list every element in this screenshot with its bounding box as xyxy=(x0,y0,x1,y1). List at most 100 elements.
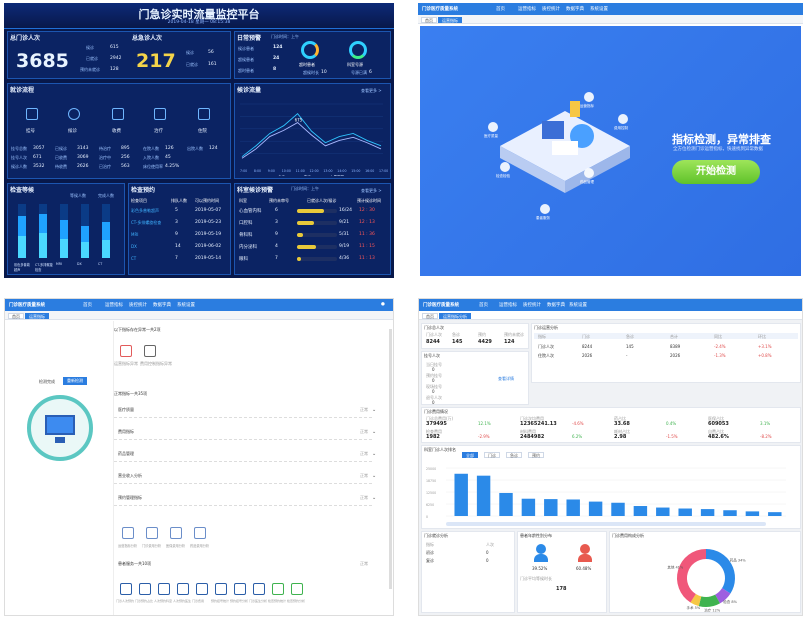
more-link[interactable]: 查看更多 > xyxy=(361,88,382,93)
nav-item[interactable]: 首页 xyxy=(496,7,505,12)
kpi-label: 退号人次 xyxy=(426,395,442,400)
progress-track xyxy=(297,245,337,249)
indicator-icon[interactable] xyxy=(215,583,227,595)
cost-change: -8.2% xyxy=(760,434,772,439)
indicator-icon[interactable] xyxy=(139,583,151,595)
abnormal-item-icon[interactable] xyxy=(120,345,132,357)
kpi-label: 现场挂号 xyxy=(426,384,442,389)
tab-home[interactable]: 首页 xyxy=(422,313,438,319)
indicator-icon[interactable] xyxy=(122,527,134,539)
indicator-icon[interactable] xyxy=(272,583,284,595)
abnormal-item-icon[interactable] xyxy=(144,345,156,357)
nav-item[interactable]: 首页 xyxy=(479,303,488,308)
chevron-down-icon[interactable]: ⌄ xyxy=(372,451,377,457)
indicator-icon[interactable] xyxy=(170,527,182,539)
bar-category: 彩色多普勒超声 xyxy=(14,263,30,272)
treatment-icon xyxy=(154,108,166,120)
exam-booking-title: 检查预约 xyxy=(131,187,156,194)
flow-stat-label: 挂号人次 xyxy=(11,155,27,160)
indicator-label: 门诊人次预约 xyxy=(116,599,135,603)
nav-item[interactable]: 质控统计 xyxy=(129,303,147,308)
nav-item[interactable]: 运营指标 xyxy=(105,303,123,308)
table-cell: 住院人次 xyxy=(538,353,554,358)
tab-home[interactable]: 首页 xyxy=(421,17,437,23)
progress-fill xyxy=(297,245,316,249)
dept-ranking-chart: 25000 18750 12500 6250 0 xyxy=(426,467,786,519)
step-label: 挂号 xyxy=(26,129,35,134)
group-divider xyxy=(114,417,372,418)
ranking-filter-tab[interactable]: 全部 xyxy=(462,452,478,458)
card-title: 门诊总人次 xyxy=(424,325,444,330)
er-waiting-label: 候诊 xyxy=(186,50,194,55)
table-cell: +3.1% xyxy=(758,344,772,349)
ranking-filter-tab[interactable]: 门诊 xyxy=(484,452,500,458)
top-nav: 门诊医疗质量系统 首页 运营指标 质控统计 数据字典 系统设置 xyxy=(418,3,803,15)
indicator-icon[interactable] xyxy=(196,583,208,595)
dept-name: 骨科科 xyxy=(239,233,253,238)
indicator-icon[interactable] xyxy=(146,527,158,539)
tab-ops[interactable]: 运营指标 xyxy=(438,17,462,23)
iso-label: 医疗质量 xyxy=(484,134,498,138)
abnormal-item-label: 运营指标异常 xyxy=(114,361,138,366)
indicator-icon[interactable] xyxy=(234,583,246,595)
cost-label: 材料费用 xyxy=(520,429,536,434)
alert-row-value: 124 xyxy=(273,45,283,50)
tab-ops-analysis[interactable]: 运营指标分析 xyxy=(439,313,471,319)
row-value: 0 xyxy=(486,558,489,563)
nav-item[interactable]: 数据字典 xyxy=(566,7,584,12)
nav-item[interactable]: 运营指标 xyxy=(518,7,536,12)
tab-ops[interactable]: 运营指标 xyxy=(25,313,49,319)
nav-item[interactable]: 数据字典 xyxy=(153,303,171,308)
user-icon[interactable]: ● xyxy=(381,302,385,307)
col-header: 环比 xyxy=(758,334,766,339)
nav-item[interactable]: 质控统计 xyxy=(542,7,560,12)
dept-pending: 6 xyxy=(275,208,278,213)
isometric-illustration xyxy=(500,101,630,193)
quota-ring-label: 科室号源 xyxy=(347,62,363,67)
gender-card: 患者年龄性别分布 39.52% 60.48% 门诊平均等候时长 178 xyxy=(517,531,607,613)
flow-stat-label: 已治疗 xyxy=(99,164,111,169)
chevron-down-icon[interactable]: ⌄ xyxy=(372,429,377,435)
chevron-down-icon[interactable]: ⌄ xyxy=(372,495,377,501)
flow-stat-label: 治疗中 xyxy=(99,155,111,160)
flow-stat-label: 待收费 xyxy=(55,164,67,169)
indicator-group-label: 营业收入分析 xyxy=(118,473,142,478)
nav-item[interactable]: 质控统计 xyxy=(523,303,541,308)
quota-ring xyxy=(349,41,367,59)
indicator-icon[interactable] xyxy=(177,583,189,595)
nav-item[interactable]: 系统设置 xyxy=(569,303,587,308)
scrollbar[interactable] xyxy=(389,329,392,589)
step-label: 住院 xyxy=(198,129,207,134)
flow-stat-label: 在院人数 xyxy=(143,146,159,151)
more-link[interactable]: 查看更多 > xyxy=(361,188,382,193)
progress-fill xyxy=(297,221,315,225)
chart-zoom-slider[interactable] xyxy=(446,522,766,526)
indicator-icon[interactable] xyxy=(291,583,303,595)
start-detection-button[interactable]: 开始检测 xyxy=(672,160,760,184)
kpi-value: 124 xyxy=(504,339,515,345)
ranking-filter-tab[interactable]: 急诊 xyxy=(506,452,522,458)
nav-item[interactable]: 数据字典 xyxy=(547,303,565,308)
tab-home[interactable]: 首页 xyxy=(8,313,24,319)
detail-link[interactable]: 查看详情 xyxy=(498,376,514,381)
ops-report-screen: 门诊医疗质量系统 首页 运营指标 质控统计 数据字典 系统设置 首页 运营指标分… xyxy=(418,298,803,616)
nav-item[interactable]: 系统设置 xyxy=(177,303,195,308)
indicator-icon[interactable] xyxy=(120,583,132,595)
exam-waiting-panel: 检查等候 等候人数 完成人数 彩色多普勒超声 CT-多排螺旋检查 MRI DX CT xyxy=(7,183,125,275)
nav-item[interactable]: 首页 xyxy=(83,303,92,308)
indicator-icon[interactable] xyxy=(158,583,170,595)
exam-booking-panel: 检查预约 检查项目 排队人数 可以预约时间 彩色多普勒超声 5 2019-05-07… xyxy=(128,183,231,275)
indicator-icon[interactable] xyxy=(194,527,206,539)
nav-item[interactable]: 系统设置 xyxy=(590,7,608,12)
iso-icon xyxy=(500,162,510,172)
chevron-down-icon[interactable]: ⌄ xyxy=(372,473,377,479)
table-cell: 门诊人次 xyxy=(538,344,554,349)
nav-item[interactable]: 运营指标 xyxy=(499,303,517,308)
female-icon-body xyxy=(578,554,592,562)
redetect-button[interactable]: 重新检测 xyxy=(63,377,87,385)
ranking-filter-tab[interactable]: 预约 xyxy=(528,452,544,458)
booking-date: 2019-06-02 xyxy=(195,244,222,249)
indicator-label: 门诊费用 xyxy=(192,599,205,603)
indicator-icon[interactable] xyxy=(253,583,265,595)
chevron-down-icon[interactable]: ⌄ xyxy=(372,407,377,413)
